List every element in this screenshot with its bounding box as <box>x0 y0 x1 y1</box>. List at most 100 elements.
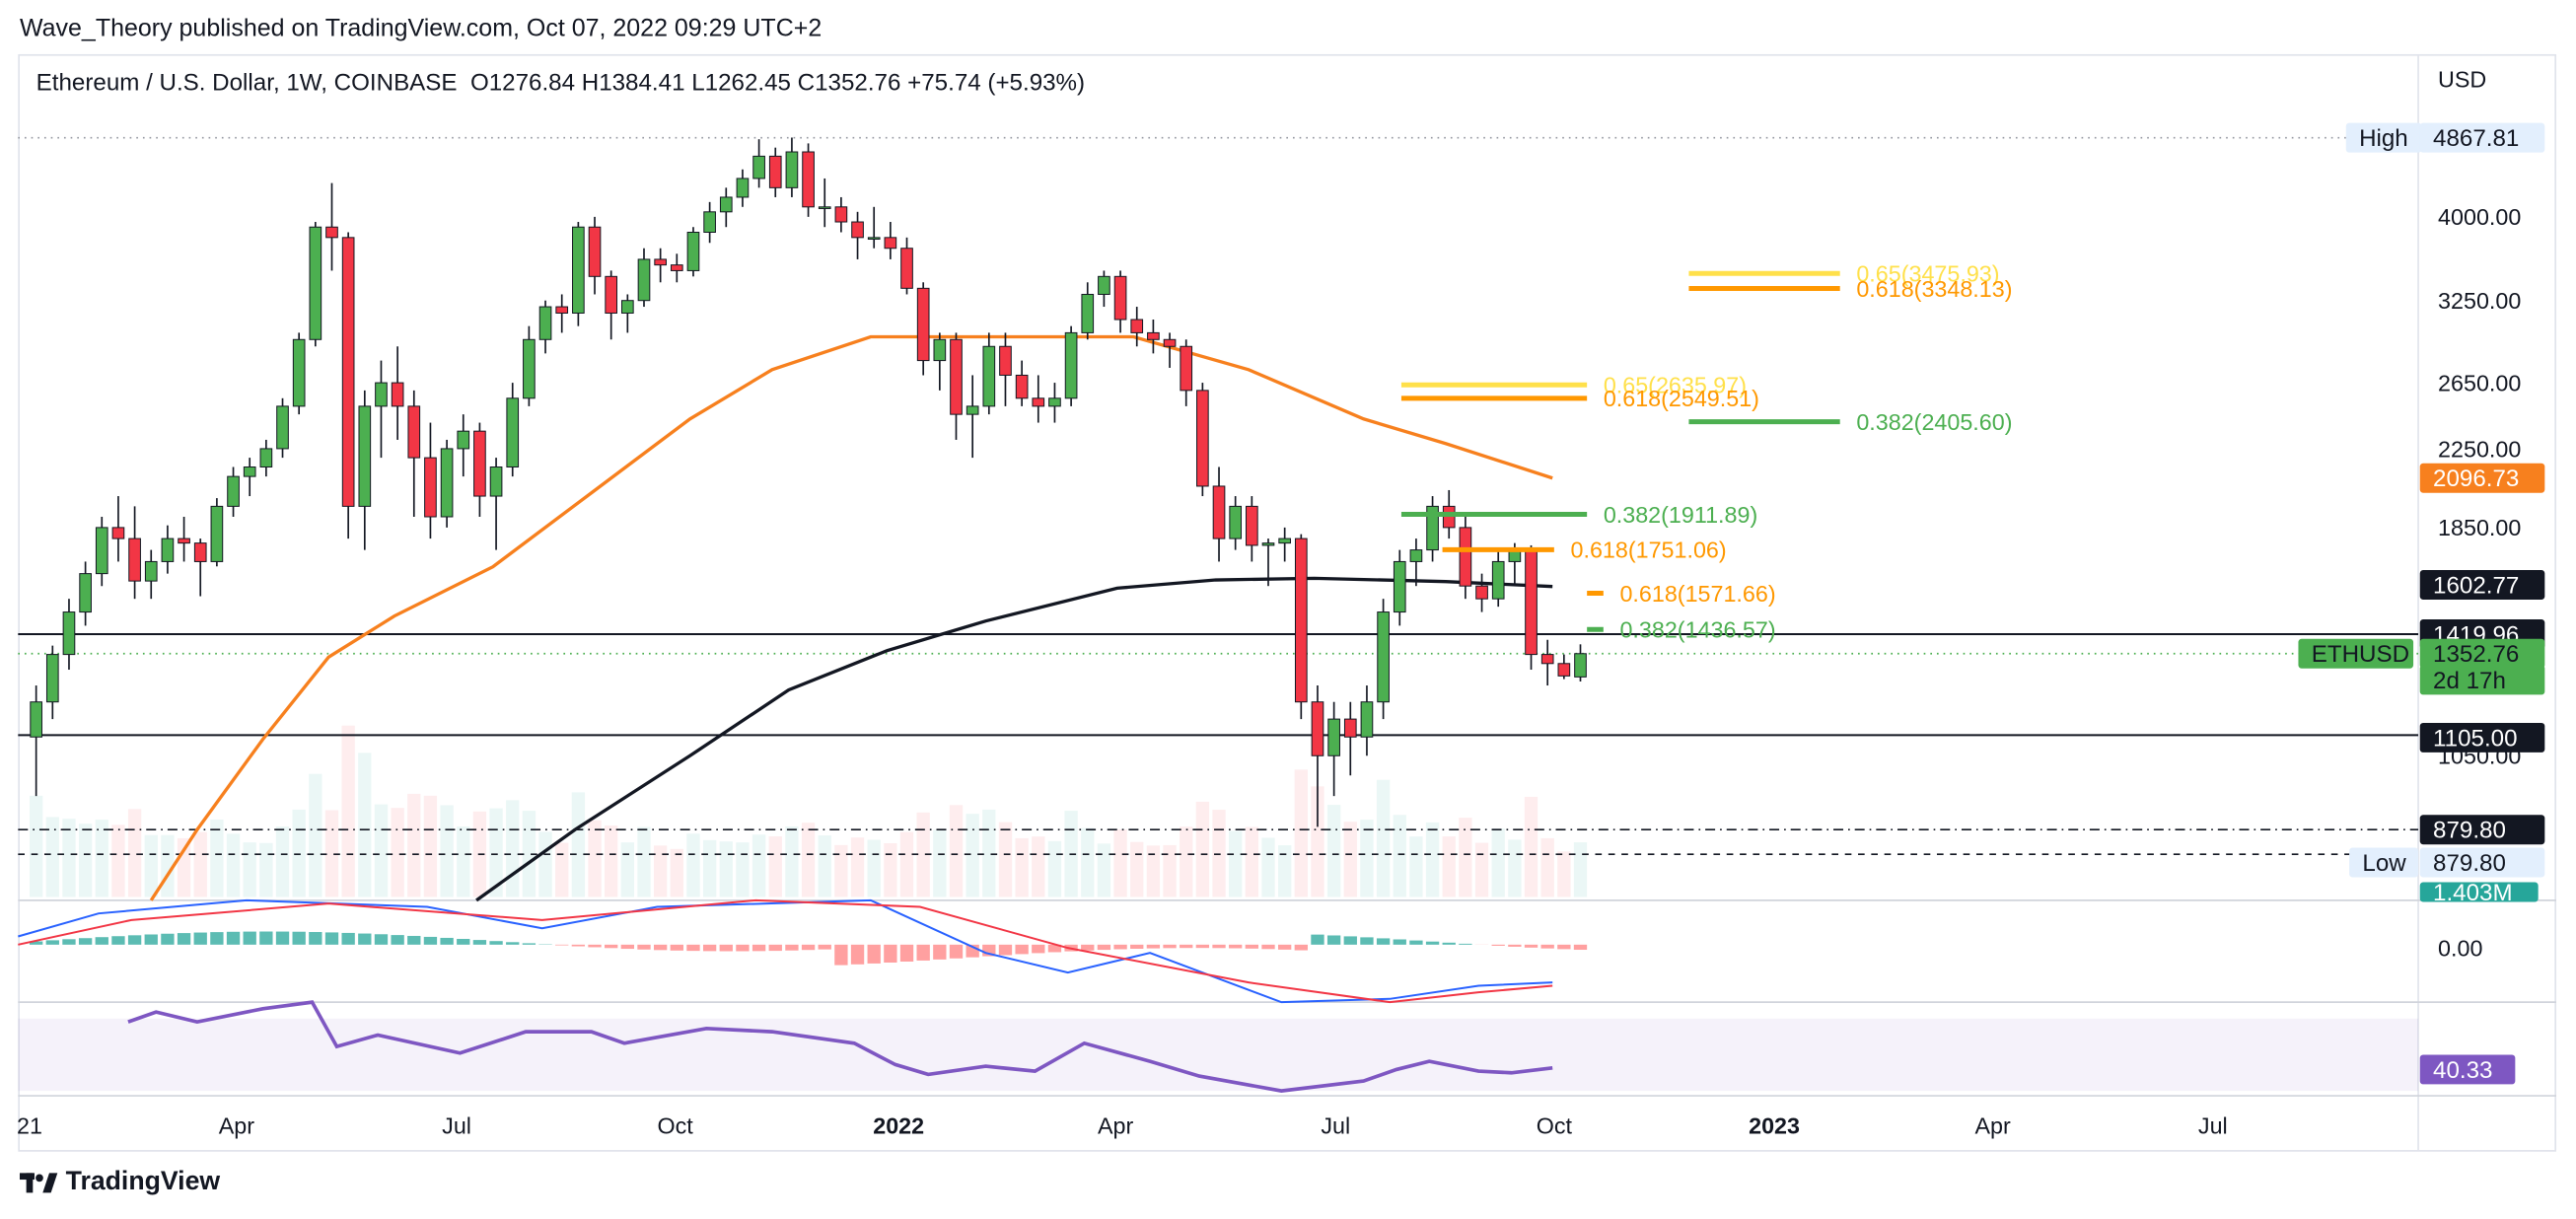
symbol-legend[interactable]: Ethereum / U.S. Dollar, 1W, COINBASE O12… <box>36 71 1085 98</box>
candle-body <box>1032 397 1045 407</box>
macd-histogram-bar <box>358 933 372 945</box>
macd-histogram-bar <box>243 931 256 945</box>
volume-bar <box>736 842 750 897</box>
candle-body <box>1015 374 1029 399</box>
symbol-title: Ethereum / U.S. Dollar, 1W, COINBASE <box>36 70 458 98</box>
last-price-tag: 1352.76 <box>2433 641 2519 668</box>
volume-bar <box>998 822 1013 897</box>
macd-histogram-bar <box>95 937 108 945</box>
macd-histogram-bar <box>1524 944 1538 948</box>
volume-layer <box>29 725 1588 897</box>
candle-body <box>884 237 897 250</box>
macd-histogram-bar <box>751 944 766 952</box>
volume-bar <box>522 811 537 897</box>
macd-histogram-bar <box>111 936 125 945</box>
candle-body <box>1459 527 1472 587</box>
tradingview-logo[interactable]: TradingView <box>19 1168 221 1197</box>
volume-bar <box>620 842 634 897</box>
macd-histogram-bar <box>571 944 586 947</box>
volume-bar <box>440 805 454 897</box>
macd-histogram-bar <box>374 934 389 945</box>
candle-body <box>489 466 503 497</box>
candle-body <box>1130 319 1144 333</box>
macd-histogram-bar <box>522 943 537 945</box>
x-axis: 21 Apr Jul Oct 2022 Apr Jul Oct 2023 Apr Jul <box>17 1112 2228 1138</box>
macd-histogram-bar <box>1195 944 1210 949</box>
support-tag-bg <box>2419 722 2545 753</box>
axis-unit: USD <box>2438 66 2486 92</box>
macd-histogram-bar <box>506 942 520 945</box>
high-tag: High <box>2359 125 2408 152</box>
volume-bar <box>423 795 438 897</box>
volume-bar <box>801 823 816 897</box>
volume-bar <box>407 793 421 897</box>
candle-body <box>1525 549 1538 656</box>
rsi-pane <box>127 1000 1553 1093</box>
low-line-tag: 879.80 <box>2433 818 2506 844</box>
macd-histogram-bar <box>1032 944 1045 954</box>
macd-histogram-bar <box>1047 944 1062 953</box>
macd-histogram-bar <box>309 932 322 945</box>
brand-name: TradingView <box>65 1168 221 1196</box>
macd-histogram-bar <box>127 935 142 945</box>
candle-body <box>1574 653 1587 678</box>
candle-body <box>1377 611 1390 703</box>
x-tick-label: Jul <box>1321 1112 1350 1138</box>
macd-histogram-bar <box>801 944 816 951</box>
volume-bar <box>144 834 158 897</box>
macd-histogram-bar <box>736 944 750 952</box>
macd-histogram-bar <box>1097 944 1111 951</box>
candle-body <box>128 538 141 582</box>
candle-body <box>834 206 848 223</box>
macd-histogram-bar <box>472 940 487 945</box>
x-tick-label: Oct <box>658 1112 694 1138</box>
macd-histogram-bar <box>850 944 865 965</box>
macd-histogram-bar <box>1277 944 1292 950</box>
candle-body <box>1540 654 1554 665</box>
volume-bar <box>1180 826 1193 897</box>
x-tick-label: 21 <box>17 1112 42 1138</box>
macd-histogram-bar <box>1442 942 1456 945</box>
level-layer <box>18 136 2419 856</box>
macd-histogram-bar <box>1508 944 1522 947</box>
candle-body <box>1294 538 1308 703</box>
tradingview-logo-icon <box>19 1173 58 1193</box>
moving-averages <box>149 334 1553 902</box>
publisher-line: Wave_Theory published on TradingView.com… <box>19 14 823 43</box>
macd-histogram-bar <box>275 931 290 945</box>
volume-bar <box>341 725 355 897</box>
macd-histogram-bar <box>785 944 799 951</box>
volume-bar <box>538 831 552 897</box>
candle-body <box>637 258 651 302</box>
fib-label: 0.618(1571.66) <box>1619 581 1775 607</box>
y-tick-label: 3250.00 <box>2438 288 2521 314</box>
x-tick-label: 2023 <box>1749 1112 1800 1138</box>
macd-histogram-bar <box>324 932 339 945</box>
volume-bar <box>949 805 964 897</box>
macd-histogram-bar <box>161 933 175 945</box>
macd-histogram-bar <box>620 944 634 950</box>
macd-histogram-bar <box>1343 936 1357 945</box>
macd-histogram-bar <box>1360 937 1374 945</box>
chart-container[interactable] <box>18 53 2556 1152</box>
macd-histogram-bar <box>1245 944 1259 949</box>
volume-bar <box>275 826 290 897</box>
candle-body <box>1180 345 1193 392</box>
macd-histogram-bar <box>1557 944 1571 950</box>
candle-body <box>161 538 175 562</box>
macd-histogram-bar <box>144 934 158 945</box>
candle-body <box>1327 718 1340 756</box>
candle-body <box>1246 505 1258 546</box>
x-tick-label: Apr <box>1098 1112 1134 1138</box>
macd-histogram-bar <box>341 932 355 945</box>
macd-histogram-bar <box>1294 944 1308 951</box>
high-tag-bg <box>2345 122 2422 153</box>
candle-body <box>654 258 667 266</box>
volume-bar <box>670 848 683 897</box>
volume-bar <box>1343 822 1357 897</box>
candle-body <box>851 221 864 239</box>
x-tick-label: 2022 <box>873 1112 924 1138</box>
volume-bar <box>1508 839 1522 897</box>
